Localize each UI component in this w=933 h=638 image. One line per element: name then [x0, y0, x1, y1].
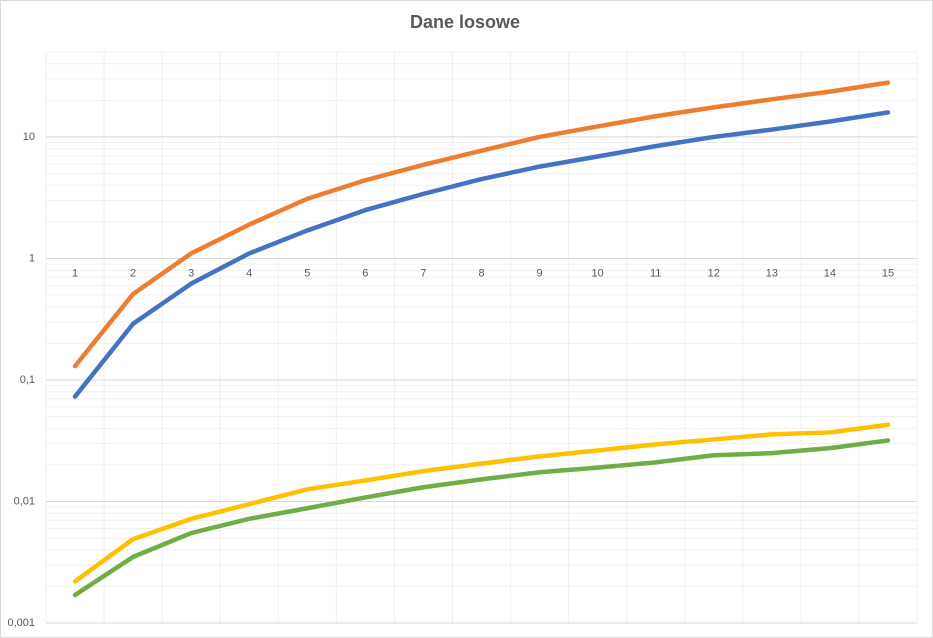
- x-tick-label: 11: [650, 267, 661, 279]
- y-tick-label: 0,1: [20, 374, 35, 386]
- x-tick-label: 6: [362, 267, 368, 279]
- y-tick-label: 1: [29, 252, 35, 264]
- chart-title: Dane losowe: [410, 12, 520, 32]
- series-line: [72, 422, 891, 584]
- x-tick-label: 14: [824, 267, 836, 279]
- x-tick-label: 4: [246, 267, 252, 279]
- series-line: [72, 438, 891, 598]
- x-tick-label: 13: [766, 267, 778, 279]
- y-tick-label: 0,001: [7, 617, 35, 629]
- y-tick-label: 0,01: [14, 495, 35, 507]
- series-line: [72, 110, 891, 399]
- y-tick-label: 10: [23, 131, 35, 143]
- x-tick-label: 8: [478, 267, 484, 279]
- x-tick-label: 10: [592, 267, 604, 279]
- x-tick-label: 2: [130, 267, 136, 279]
- x-tick-label: 9: [537, 267, 543, 279]
- x-tick-label: 5: [304, 267, 310, 279]
- x-tick-label: 15: [882, 267, 894, 279]
- x-tick-label: 1: [72, 267, 78, 279]
- x-tick-label: 12: [708, 267, 720, 279]
- series-line: [72, 80, 891, 369]
- x-tick-label: 3: [188, 267, 194, 279]
- x-tick-label: 7: [420, 267, 426, 279]
